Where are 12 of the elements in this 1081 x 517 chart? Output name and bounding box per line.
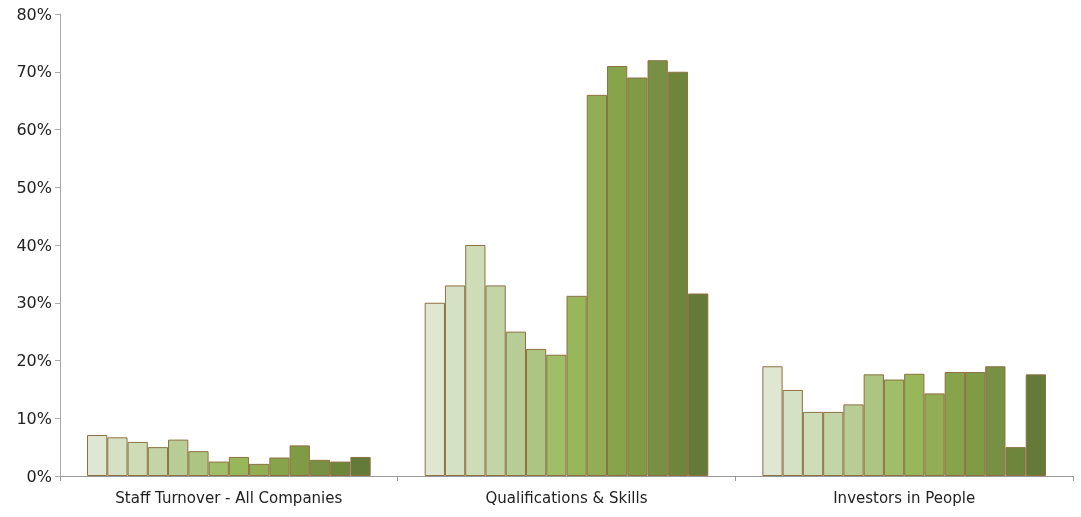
x-tick-label: Investors in People (833, 488, 976, 507)
x-tick-label: Qualifications & Skills (485, 488, 648, 507)
x-tick-label: Staff Turnover - All Companies (115, 488, 343, 507)
y-tick-label: 80% (16, 4, 52, 24)
y-tick-label: 0% (26, 466, 52, 486)
y-tick-label: 40% (16, 235, 52, 255)
y-tick-label: 60% (16, 120, 52, 139)
y-tick-label: 30% (16, 293, 52, 313)
y-tick-label: 10% (16, 408, 52, 428)
y-tick-label: 70% (16, 62, 52, 82)
y-tick-label: 50% (16, 177, 52, 197)
y-tick-label: 20% (16, 351, 52, 370)
